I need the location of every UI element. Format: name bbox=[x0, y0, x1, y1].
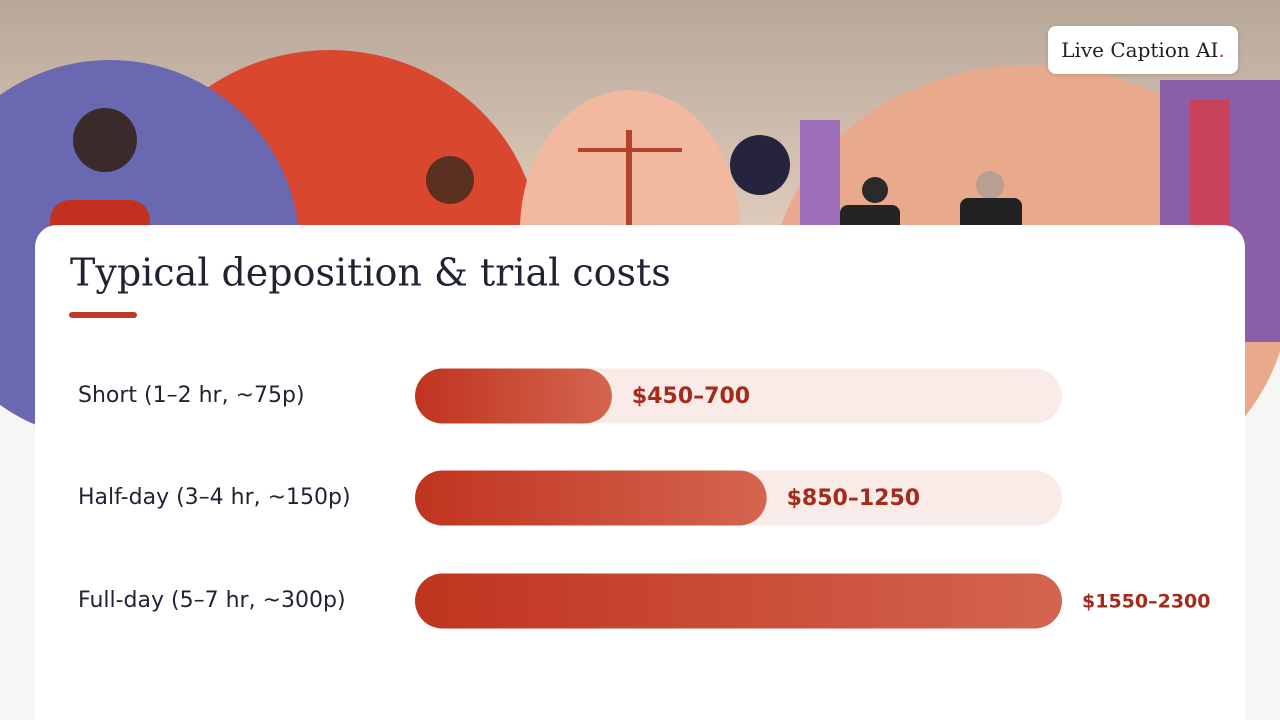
category-label: Short (1–2 hr, ~75p) bbox=[78, 383, 305, 408]
bar bbox=[415, 573, 1062, 629]
value-label: $850–1250 bbox=[787, 486, 920, 511]
category-label: Full-day (5–7 hr, ~300p) bbox=[78, 588, 346, 613]
logo-text: Live Caption AI bbox=[1061, 38, 1219, 62]
title-underline bbox=[69, 312, 137, 318]
chart-title: Typical deposition & trial costs bbox=[70, 251, 671, 295]
value-label: $450–700 bbox=[632, 384, 750, 409]
bar bbox=[415, 368, 612, 424]
category-label: Half-day (3–4 hr, ~150p) bbox=[78, 485, 351, 510]
logo: Live Caption AI. bbox=[1048, 26, 1238, 74]
value-label: $1550–2300 bbox=[1082, 591, 1210, 613]
bar bbox=[415, 470, 767, 526]
logo-mark: . bbox=[1218, 38, 1225, 62]
